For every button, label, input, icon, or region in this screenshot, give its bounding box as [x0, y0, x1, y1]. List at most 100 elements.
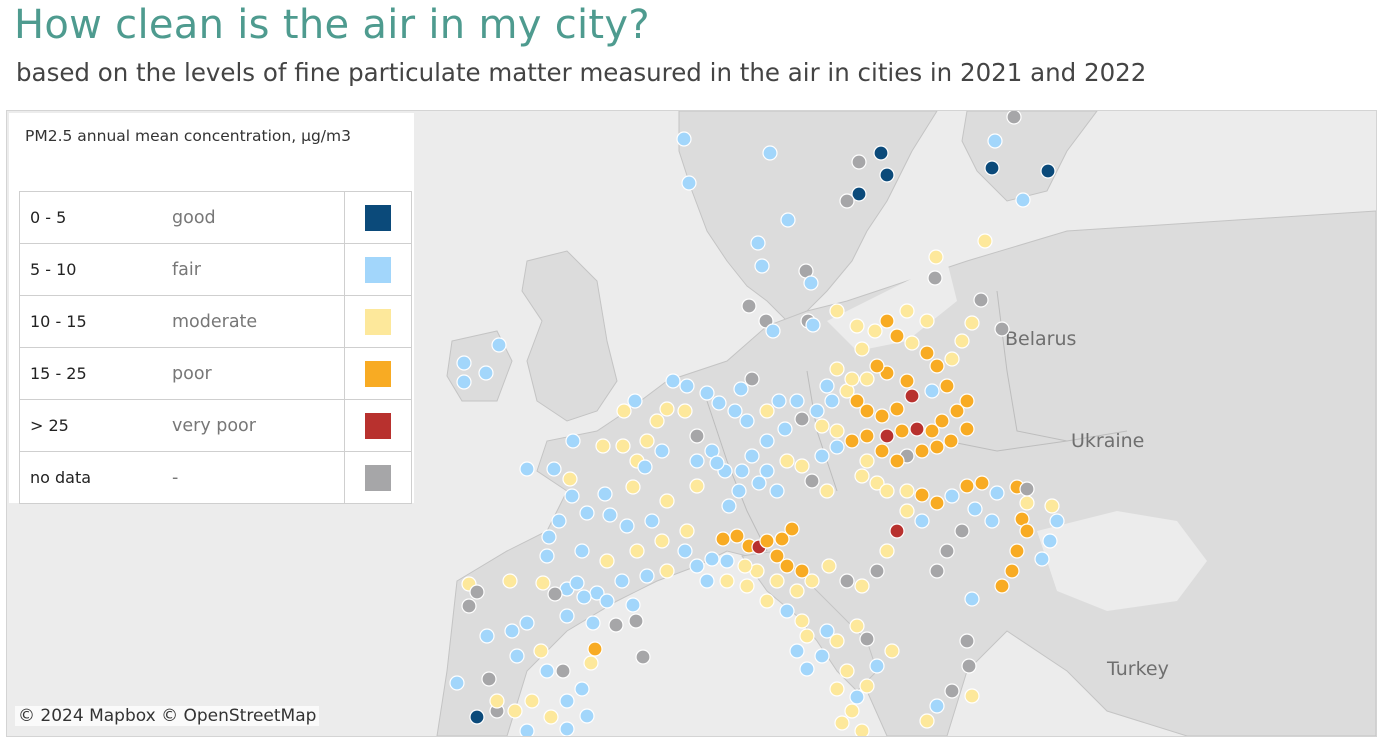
city-marker[interactable]: [1034, 551, 1050, 567]
city-marker[interactable]: [715, 531, 731, 547]
city-marker[interactable]: [524, 693, 540, 709]
city-marker[interactable]: [987, 133, 1003, 149]
city-marker[interactable]: [574, 543, 590, 559]
city-marker[interactable]: [704, 551, 720, 567]
city-marker[interactable]: [639, 433, 655, 449]
city-marker[interactable]: [849, 618, 865, 634]
city-marker[interactable]: [677, 403, 693, 419]
city-marker[interactable]: [879, 428, 895, 444]
map-attribution[interactable]: © 2024 Mapbox © OpenStreetMap: [15, 706, 320, 726]
city-marker[interactable]: [889, 453, 905, 469]
city-marker[interactable]: [478, 365, 494, 381]
city-marker[interactable]: [539, 548, 555, 564]
city-marker[interactable]: [839, 193, 855, 209]
city-marker[interactable]: [1049, 513, 1065, 529]
city-marker[interactable]: [889, 523, 905, 539]
city-marker[interactable]: [608, 617, 624, 633]
city-marker[interactable]: [1042, 533, 1058, 549]
city-marker[interactable]: [479, 628, 495, 644]
city-marker[interactable]: [614, 573, 630, 589]
city-marker[interactable]: [899, 303, 915, 319]
city-marker[interactable]: [689, 453, 705, 469]
city-marker[interactable]: [551, 513, 567, 529]
city-marker[interactable]: [964, 688, 980, 704]
city-marker[interactable]: [929, 495, 945, 511]
city-marker[interactable]: [659, 563, 675, 579]
city-marker[interactable]: [1009, 543, 1025, 559]
city-marker[interactable]: [771, 393, 787, 409]
city-marker[interactable]: [759, 403, 775, 419]
city-marker[interactable]: [928, 249, 944, 265]
city-marker[interactable]: [533, 643, 549, 659]
city-marker[interactable]: [949, 403, 965, 419]
city-marker[interactable]: [1019, 481, 1035, 497]
city-marker[interactable]: [519, 723, 535, 736]
city-marker[interactable]: [599, 593, 615, 609]
city-marker[interactable]: [959, 393, 975, 409]
city-marker[interactable]: [829, 423, 845, 439]
city-marker[interactable]: [944, 683, 960, 699]
city-marker[interactable]: [699, 573, 715, 589]
city-marker[interactable]: [974, 475, 990, 491]
city-marker[interactable]: [859, 678, 875, 694]
city-marker[interactable]: [649, 413, 665, 429]
city-marker[interactable]: [750, 235, 766, 251]
city-marker[interactable]: [914, 487, 930, 503]
city-marker[interactable]: [719, 553, 735, 569]
city-marker[interactable]: [919, 713, 935, 729]
city-marker[interactable]: [679, 378, 695, 394]
city-marker[interactable]: [851, 186, 867, 202]
city-marker[interactable]: [1006, 111, 1022, 125]
city-marker[interactable]: [559, 721, 575, 736]
city-marker[interactable]: [754, 258, 770, 274]
city-marker[interactable]: [628, 613, 644, 629]
city-marker[interactable]: [491, 337, 507, 353]
city-marker[interactable]: [803, 275, 819, 291]
city-marker[interactable]: [635, 649, 651, 665]
city-marker[interactable]: [961, 658, 977, 674]
city-marker[interactable]: [739, 413, 755, 429]
city-marker[interactable]: [597, 486, 613, 502]
city-marker[interactable]: [759, 463, 775, 479]
city-marker[interactable]: [939, 543, 955, 559]
city-marker[interactable]: [541, 529, 557, 545]
city-marker[interactable]: [964, 315, 980, 331]
city-marker[interactable]: [977, 233, 993, 249]
city-marker[interactable]: [731, 483, 747, 499]
city-marker[interactable]: [994, 578, 1010, 594]
city-marker[interactable]: [849, 393, 865, 409]
city-marker[interactable]: [919, 345, 935, 361]
city-marker[interactable]: [784, 521, 800, 537]
city-marker[interactable]: [849, 318, 865, 334]
map-canvas[interactable]: Belarus Ukraine Turkey: [7, 111, 1376, 736]
city-markers[interactable]: [449, 111, 1065, 736]
city-marker[interactable]: [814, 648, 830, 664]
city-marker[interactable]: [959, 633, 975, 649]
city-marker[interactable]: [509, 648, 525, 664]
city-marker[interactable]: [924, 423, 940, 439]
city-marker[interactable]: [879, 313, 895, 329]
city-marker[interactable]: [919, 313, 935, 329]
city-marker[interactable]: [711, 395, 727, 411]
city-marker[interactable]: [739, 578, 755, 594]
city-marker[interactable]: [829, 439, 845, 455]
city-marker[interactable]: [627, 393, 643, 409]
city-marker[interactable]: [1040, 163, 1056, 179]
city-marker[interactable]: [689, 428, 705, 444]
city-marker[interactable]: [449, 675, 465, 691]
city-marker[interactable]: [519, 615, 535, 631]
city-marker[interactable]: [844, 371, 860, 387]
city-marker[interactable]: [944, 351, 960, 367]
city-marker[interactable]: [456, 374, 472, 390]
city-marker[interactable]: [502, 573, 518, 589]
city-marker[interactable]: [984, 513, 1000, 529]
city-marker[interactable]: [959, 421, 975, 437]
city-marker[interactable]: [909, 421, 925, 437]
city-marker[interactable]: [535, 575, 551, 591]
city-marker[interactable]: [583, 655, 599, 671]
city-marker[interactable]: [744, 371, 760, 387]
city-marker[interactable]: [779, 453, 795, 469]
city-marker[interactable]: [889, 401, 905, 417]
city-marker[interactable]: [1004, 563, 1020, 579]
city-marker[interactable]: [565, 433, 581, 449]
